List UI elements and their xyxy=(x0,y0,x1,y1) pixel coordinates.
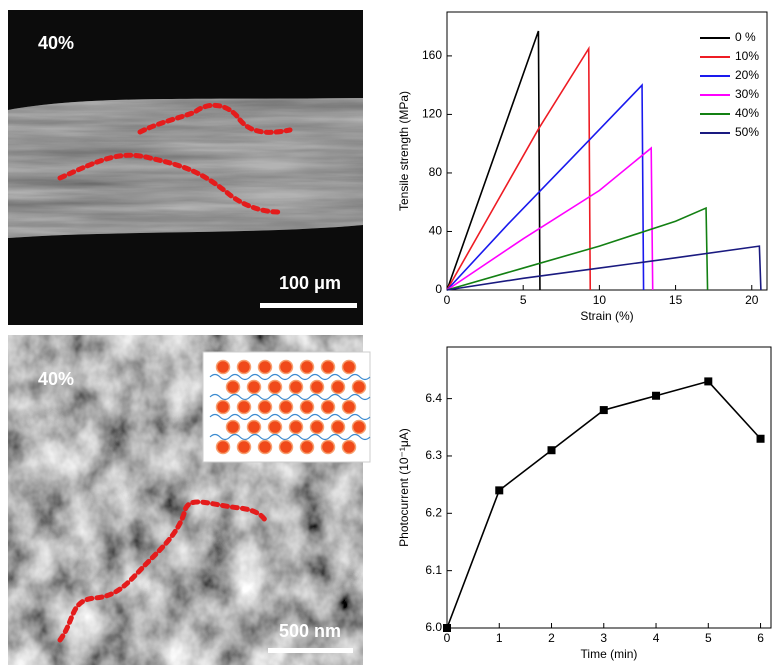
y-tick-label: 6.2 xyxy=(425,505,442,519)
particle xyxy=(280,441,293,454)
legend-label: 0 % xyxy=(735,30,756,44)
legend-label: 20% xyxy=(735,68,759,82)
x-tick-label: 0 xyxy=(444,631,451,645)
particle xyxy=(217,441,230,454)
series-line xyxy=(447,31,540,290)
particle xyxy=(290,421,303,434)
data-marker xyxy=(704,377,712,385)
data-marker xyxy=(600,406,608,414)
y-tick-label: 80 xyxy=(429,165,443,179)
x-tick-label: 3 xyxy=(600,631,607,645)
particle xyxy=(322,401,335,414)
data-marker xyxy=(495,486,503,494)
x-tick-label: 20 xyxy=(745,293,759,307)
data-marker xyxy=(548,446,556,454)
particle xyxy=(269,381,282,394)
x-tick-label: 5 xyxy=(520,293,527,307)
x-tick-label: 15 xyxy=(669,293,683,307)
particle xyxy=(280,401,293,414)
x-axis-title: Time (min) xyxy=(581,647,638,661)
particle xyxy=(248,421,261,434)
series-line xyxy=(447,148,653,290)
particle xyxy=(322,361,335,374)
x-tick-label: 1 xyxy=(496,631,503,645)
series-line xyxy=(447,246,761,290)
particle xyxy=(227,421,240,434)
y-axis-title: Photocurrent (10⁻¹μA) xyxy=(397,428,411,547)
sem-image-bottom: 40% 500 nm xyxy=(8,335,370,665)
y-tick-label: 160 xyxy=(422,48,442,62)
particle xyxy=(248,381,261,394)
particle xyxy=(353,381,366,394)
particle xyxy=(353,421,366,434)
y-axis-title: Tensile strength (MPa) xyxy=(397,91,411,211)
particle xyxy=(259,441,272,454)
particle xyxy=(311,421,324,434)
particle xyxy=(332,421,345,434)
figure: 40% 100 μm 40% 500 nm 051015200408012016… xyxy=(0,0,780,672)
x-tick-label: 4 xyxy=(653,631,660,645)
y-tick-label: 120 xyxy=(422,107,442,121)
particle xyxy=(217,361,230,374)
y-tick-label: 6.1 xyxy=(425,563,442,577)
image-label: 40% xyxy=(38,369,74,389)
particle xyxy=(259,361,272,374)
particle xyxy=(301,401,314,414)
particle xyxy=(311,381,324,394)
legend-label: 40% xyxy=(735,106,759,120)
data-marker xyxy=(652,392,660,400)
scale-bar-label: 500 nm xyxy=(279,621,341,641)
y-tick-label: 6.3 xyxy=(425,448,442,462)
data-marker xyxy=(757,435,765,443)
particle xyxy=(238,401,251,414)
particle xyxy=(301,361,314,374)
plot-frame xyxy=(447,12,767,290)
particle xyxy=(322,441,335,454)
x-tick-label: 5 xyxy=(705,631,712,645)
legend-label: 10% xyxy=(735,49,759,63)
image-label: 40% xyxy=(38,33,74,53)
x-axis-title: Strain (%) xyxy=(580,309,633,323)
particle xyxy=(269,421,282,434)
y-tick-label: 6.4 xyxy=(425,391,442,405)
x-tick-label: 10 xyxy=(593,293,607,307)
x-tick-label: 2 xyxy=(548,631,555,645)
scale-bar xyxy=(268,648,353,653)
particle xyxy=(227,381,240,394)
y-tick-label: 0 xyxy=(435,282,442,296)
scale-bar xyxy=(260,303,357,308)
sem-image-top: 40% 100 μm xyxy=(8,10,363,325)
series-line xyxy=(447,85,644,290)
data-marker xyxy=(443,624,451,632)
particle xyxy=(217,401,230,414)
data-line xyxy=(447,381,761,628)
y-tick-label: 6.0 xyxy=(425,620,442,634)
particle xyxy=(343,401,356,414)
scale-bar-label: 100 μm xyxy=(279,273,341,293)
particle xyxy=(301,441,314,454)
x-tick-label: 0 xyxy=(444,293,451,307)
page: 40% 100 μm 40% 500 nm 051015200408012016… xyxy=(0,0,780,672)
legend-label: 30% xyxy=(735,87,759,101)
particle xyxy=(238,441,251,454)
particle xyxy=(343,361,356,374)
particle xyxy=(238,361,251,374)
x-tick-label: 6 xyxy=(757,631,764,645)
particle xyxy=(280,361,293,374)
particle xyxy=(290,381,303,394)
schematic-inset xyxy=(203,352,370,462)
particle xyxy=(343,441,356,454)
legend-label: 50% xyxy=(735,125,759,139)
particle xyxy=(332,381,345,394)
y-tick-label: 40 xyxy=(429,224,443,238)
particle xyxy=(259,401,272,414)
